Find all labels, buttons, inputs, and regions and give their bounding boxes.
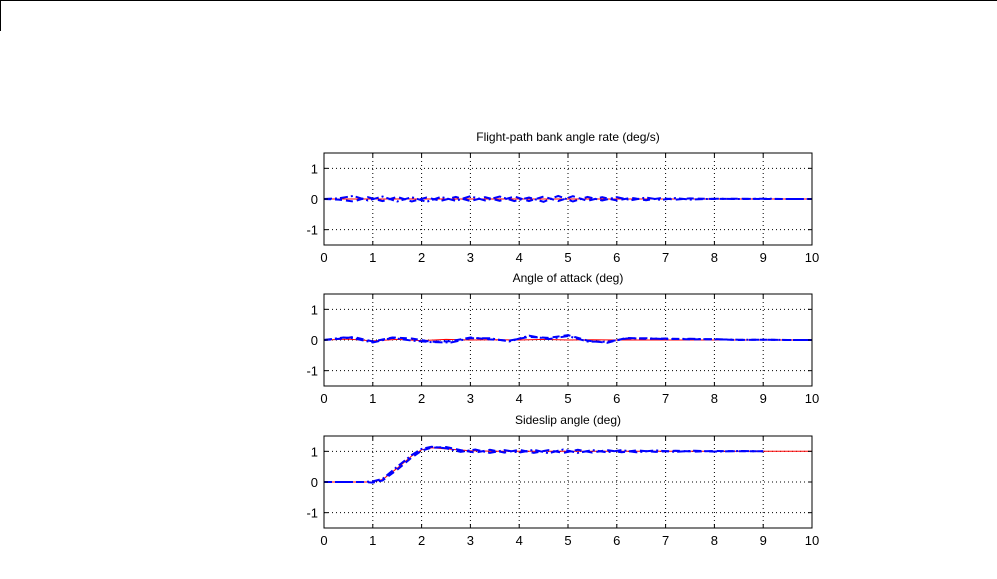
- top-border-line: [0, 0, 997, 1]
- y-tick-label: -1: [306, 223, 318, 238]
- x-tick-label: 9: [760, 533, 767, 548]
- x-tick-label: 5: [564, 250, 571, 265]
- y-tick-label: 1: [311, 302, 318, 317]
- y-tick-label: 1: [311, 161, 318, 176]
- x-tick-label: 6: [613, 250, 620, 265]
- x-tick-label: 6: [613, 391, 620, 406]
- y-tick-label: 0: [311, 475, 318, 490]
- x-tick-label: 2: [418, 533, 425, 548]
- x-tick-label: 0: [320, 533, 327, 548]
- x-tick-label: 0: [320, 250, 327, 265]
- x-tick-label: 10: [805, 533, 819, 548]
- x-tick-label: 9: [760, 250, 767, 265]
- series-line-3: [323, 334, 812, 344]
- x-tick-label: 5: [564, 391, 571, 406]
- x-tick-label: 1: [369, 250, 376, 265]
- x-tick-label: 0: [320, 391, 327, 406]
- y-tick-label: -1: [306, 364, 318, 379]
- series-line-3: [323, 195, 812, 203]
- x-tick-label: 2: [418, 250, 425, 265]
- x-tick-label: 10: [805, 391, 819, 406]
- y-tick-label: 1: [311, 444, 318, 459]
- x-tick-label: 7: [662, 533, 669, 548]
- x-tick-label: 10: [805, 250, 819, 265]
- x-tick-label: 6: [613, 533, 620, 548]
- x-tick-label: 5: [564, 533, 571, 548]
- subplot-title: Flight-path bank angle rate (deg/s): [476, 130, 659, 144]
- x-tick-label: 1: [369, 533, 376, 548]
- x-tick-label: 1: [369, 391, 376, 406]
- subplot-title: Sideslip angle (deg): [515, 413, 621, 427]
- x-tick-label: 4: [516, 533, 523, 548]
- x-tick-label: 8: [711, 391, 718, 406]
- series-line-3: [324, 445, 764, 484]
- y-tick-label: 0: [311, 192, 318, 207]
- y-tick-label: -1: [306, 506, 318, 521]
- x-tick-label: 3: [467, 533, 474, 548]
- x-tick-label: 3: [467, 391, 474, 406]
- y-tick-label: 0: [311, 333, 318, 348]
- left-border-line: [0, 0, 1, 31]
- series-line-2: [323, 194, 812, 203]
- subplot-title: Angle of attack (deg): [513, 271, 624, 285]
- x-tick-label: 4: [516, 250, 523, 265]
- x-tick-label: 7: [662, 250, 669, 265]
- x-tick-label: 4: [516, 391, 523, 406]
- x-tick-label: 8: [711, 250, 718, 265]
- x-tick-label: 3: [467, 250, 474, 265]
- x-tick-label: 7: [662, 391, 669, 406]
- x-tick-label: 2: [418, 391, 425, 406]
- x-tick-label: 9: [760, 391, 767, 406]
- x-tick-label: 8: [711, 533, 718, 548]
